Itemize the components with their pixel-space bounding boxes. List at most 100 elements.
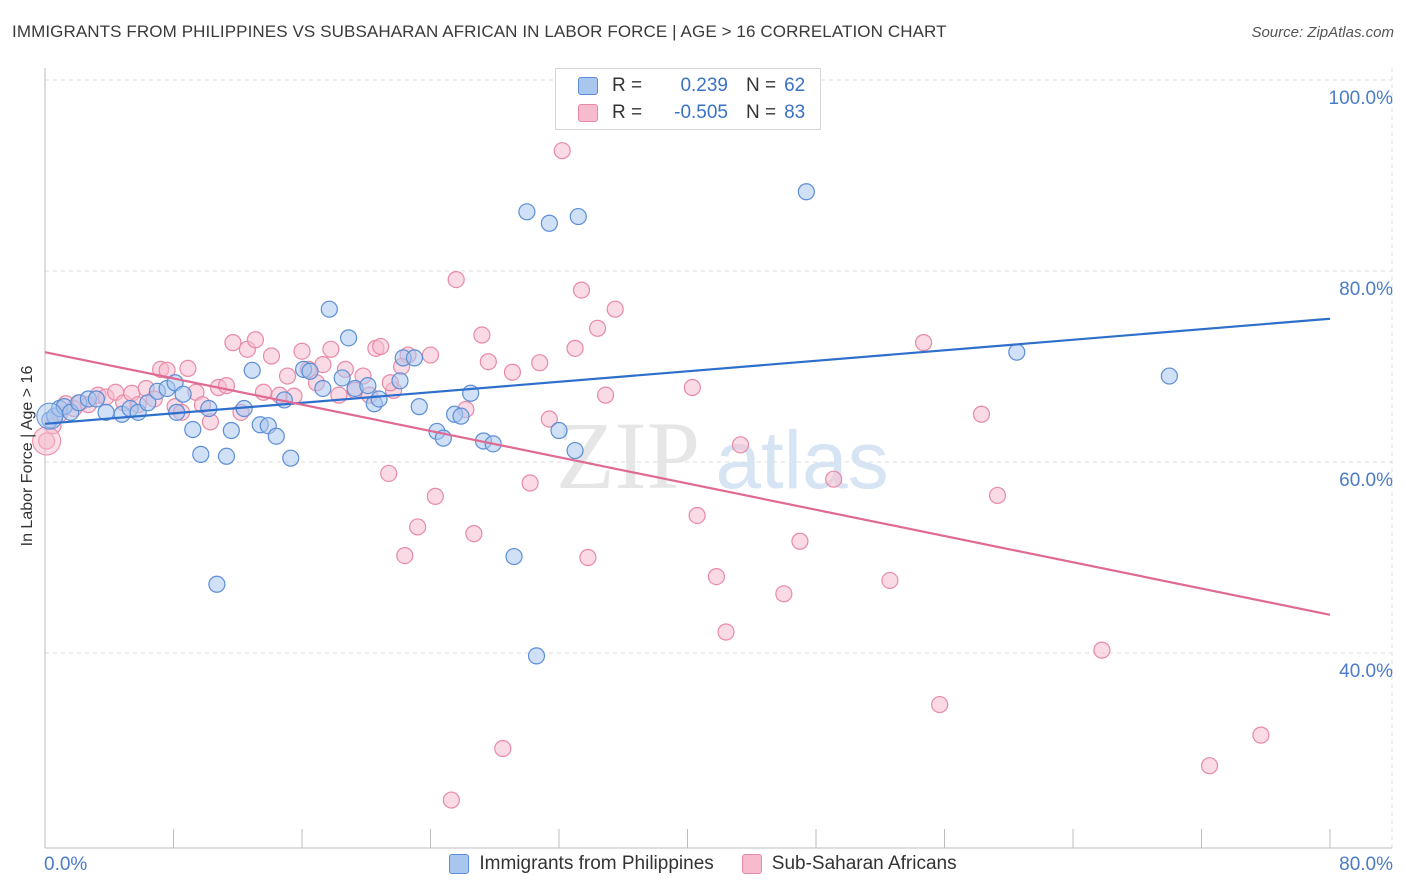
point-philippines <box>566 441 584 460</box>
point-subsaharan <box>224 334 242 352</box>
point-philippines <box>314 379 332 398</box>
point-philippines <box>370 390 388 408</box>
tick-labels: 100.0% 80.0% 60.0% 40.0% 0.0% 80.0% <box>44 88 1393 875</box>
legend-n-value: 83 <box>784 102 806 123</box>
point-subsaharan <box>158 361 176 379</box>
legend-swatch-blue <box>578 77 598 95</box>
legend-swatch-pink <box>741 854 762 874</box>
point-subsaharan <box>683 378 701 397</box>
point-philippines <box>282 449 300 467</box>
trend-line-philippines <box>44 317 1331 425</box>
y-tick-label: 100.0% <box>1329 88 1394 109</box>
point-subsaharan <box>473 326 491 344</box>
point-subsaharan <box>540 410 558 428</box>
point-subsaharan <box>915 334 933 352</box>
point-subsaharan <box>179 359 197 378</box>
point-philippines <box>359 377 377 395</box>
point-philippines <box>320 300 338 318</box>
point-philippines <box>36 402 64 430</box>
point-subsaharan <box>503 363 522 381</box>
point-philippines <box>174 385 192 403</box>
legend-r-value: 0.239 <box>680 75 728 96</box>
point-philippines <box>550 421 568 440</box>
correlation-legend: R = 0.239 N = 62 R = -0.505 N = 83 <box>555 68 821 130</box>
point-philippines <box>391 372 409 390</box>
point-subsaharan <box>572 281 591 299</box>
legend-n-label: N = <box>746 102 777 123</box>
point-philippines <box>540 214 558 232</box>
point-philippines <box>339 329 358 347</box>
point-subsaharan <box>775 585 793 603</box>
point-subsaharan <box>588 319 607 337</box>
axes <box>44 68 1392 849</box>
point-subsaharan <box>531 354 549 372</box>
legend-swatch-blue <box>449 854 470 874</box>
point-philippines <box>139 394 157 412</box>
point-subsaharan <box>293 342 311 360</box>
point-subsaharan <box>688 506 706 525</box>
point-subsaharan <box>881 571 899 590</box>
point-philippines <box>184 420 202 439</box>
point-subsaharan <box>1252 726 1270 744</box>
point-subsaharan <box>246 331 265 349</box>
point-subsaharan <box>791 532 809 550</box>
legend-label: Sub-Saharan Africans <box>771 853 957 874</box>
point-subsaharan <box>988 486 1007 505</box>
point-philippines <box>301 362 319 380</box>
y-tick-label: 80.0% <box>1339 279 1393 300</box>
point-philippines <box>87 390 106 408</box>
point-philippines <box>505 547 523 566</box>
point-philippines <box>192 445 210 463</box>
legend-label: Immigrants from Philippines <box>479 853 714 874</box>
legend-r-label: R = <box>612 75 643 96</box>
point-subsaharan <box>731 436 750 454</box>
point-philippines <box>243 361 261 379</box>
point-philippines <box>1160 367 1178 385</box>
point-subsaharan <box>707 567 726 586</box>
y-tick-label: 60.0% <box>1339 470 1393 491</box>
watermark-atlas: atlas <box>715 415 888 506</box>
trend-line-subsaharan <box>44 351 1331 616</box>
point-philippines <box>222 421 240 440</box>
legend-swatch-pink <box>578 104 598 122</box>
legend-item-subsaharan[interactable]: Sub-Saharan Africans <box>741 853 957 875</box>
point-subsaharan <box>931 695 949 714</box>
point-subsaharan <box>409 518 427 536</box>
point-subsaharan <box>606 300 624 318</box>
point-subsaharan <box>494 739 512 758</box>
legend-item-philippines[interactable]: Immigrants from Philippines <box>449 853 714 875</box>
point-philippines <box>200 399 218 418</box>
legend-row-philippines: R = 0.239 N = 62 <box>578 74 805 98</box>
legend-n-label: N = <box>746 75 777 96</box>
point-subsaharan <box>579 548 597 567</box>
point-subsaharan <box>972 405 991 423</box>
point-subsaharan <box>380 464 398 483</box>
point-subsaharan <box>426 487 444 505</box>
y-axis-title: In Labor Force | Age > 16 <box>19 365 36 547</box>
point-subsaharan <box>1200 757 1219 775</box>
x-tick-label: 0.0% <box>44 854 87 875</box>
point-subsaharan <box>566 339 584 357</box>
point-philippines <box>208 575 226 593</box>
point-subsaharan <box>262 347 281 365</box>
point-subsaharan <box>442 791 460 809</box>
point-philippines <box>217 447 236 465</box>
point-philippines <box>452 407 470 425</box>
trend-lines <box>44 317 1331 616</box>
point-subsaharan <box>322 340 340 358</box>
point-philippines <box>797 183 815 201</box>
watermark: ZIP atlas <box>556 402 889 509</box>
point-subsaharan <box>479 353 497 371</box>
point-philippines <box>569 207 587 226</box>
point-subsaharan <box>553 142 571 160</box>
source-label: Source: ZipAtlas.com <box>1251 24 1394 41</box>
point-philippines <box>333 369 351 387</box>
point-subsaharan <box>447 270 465 289</box>
point-philippines <box>518 203 536 221</box>
point-subsaharan <box>465 525 483 543</box>
legend-r-value: -0.505 <box>674 102 728 123</box>
point-philippines <box>410 398 428 416</box>
point-philippines <box>1008 343 1026 361</box>
point-subsaharan <box>717 623 735 641</box>
point-subsaharan <box>278 367 297 385</box>
